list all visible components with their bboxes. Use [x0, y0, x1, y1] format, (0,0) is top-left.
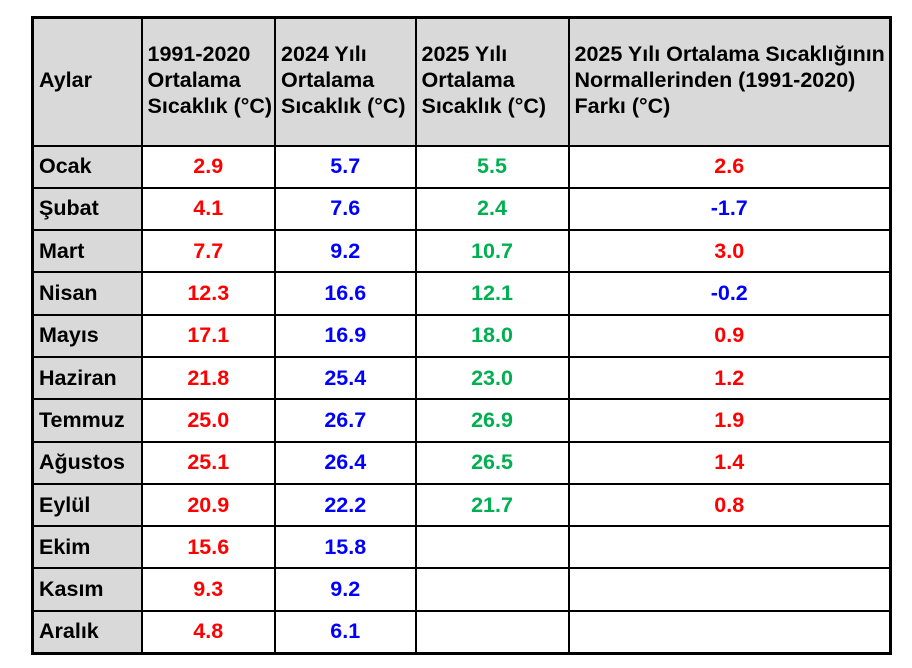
avg-1991-2020-cell: 7.7 [140, 229, 276, 274]
avg-2025-cell [414, 609, 570, 655]
table-row-ekim: Ekim 15.6 15.8 [31, 525, 892, 570]
diff-2025-cell: 0.9 [567, 313, 892, 358]
avg-2024-cell: 9.2 [274, 567, 417, 612]
avg-1991-2020-cell: 2.9 [140, 144, 276, 189]
avg-2024-cell: 26.4 [274, 440, 417, 485]
table-row-mart: Mart 7.7 9.2 10.7 3.0 [31, 229, 892, 274]
avg-2024-cell: 22.2 [274, 482, 417, 528]
diff-2025-cell [567, 525, 892, 570]
avg-2025-cell: 2.4 [414, 186, 570, 232]
table-row-kasım: Kasım 9.3 9.2 [31, 567, 892, 612]
avg-2025-cell [414, 525, 570, 570]
avg-2025-cell: 26.9 [414, 398, 570, 443]
avg-1991-2020-cell: 4.1 [140, 186, 276, 232]
avg-2024-cell: 16.9 [274, 313, 417, 358]
table-row-haziran: Haziran 21.8 25.4 23.0 1.2 [31, 355, 892, 401]
diff-2025-cell [567, 567, 892, 612]
avg-1991-2020-cell: 15.6 [140, 525, 276, 570]
table-header-row: Aylar 1991-2020 Ortalama Sıcaklık (°C) 2… [31, 16, 892, 147]
month-cell: Temmuz [31, 398, 143, 443]
avg-2024-cell: 26.7 [274, 398, 417, 443]
month-cell: Ekim [31, 525, 143, 570]
diff-2025-cell [567, 609, 892, 655]
diff-2025-cell: 1.4 [567, 440, 892, 485]
avg-2024-cell: 25.4 [274, 355, 417, 401]
diff-2025-cell: -1.7 [567, 186, 892, 232]
diff-2025-cell: 2.6 [567, 144, 892, 189]
table-body: Ocak 2.9 5.7 5.5 2.6 Şubat 4.1 7.6 2.4 -1.7 Mart 7.… [31, 144, 892, 655]
month-cell: Mart [31, 229, 143, 274]
diff-2025-cell: 1.2 [567, 355, 892, 401]
month-cell: Ocak [31, 144, 143, 189]
avg-1991-2020-cell: 25.1 [140, 440, 276, 485]
month-cell: Şubat [31, 186, 143, 232]
table-row-mayıs: Mayıs 17.1 16.9 18.0 0.9 [31, 313, 892, 358]
month-cell: Kasım [31, 567, 143, 612]
temperature-table: Aylar 1991-2020 Ortalama Sıcaklık (°C) 2… [31, 16, 892, 655]
avg-2025-cell: 10.7 [414, 229, 570, 274]
table-row-nisan: Nisan 12.3 16.6 12.1 -0.2 [31, 271, 892, 316]
column-header-avg-2024: 2024 Yılı Ortalama Sıcaklık (°C) [274, 16, 417, 147]
month-cell: Nisan [31, 271, 143, 316]
avg-2024-cell: 15.8 [274, 525, 417, 570]
month-cell: Ağustos [31, 440, 143, 485]
column-header-diff-2025: 2025 Yılı Ortalama Sıcaklığının Normalle… [567, 16, 892, 147]
avg-1991-2020-cell: 17.1 [140, 313, 276, 358]
avg-2024-cell: 6.1 [274, 609, 417, 655]
avg-2025-cell: 18.0 [414, 313, 570, 358]
diff-2025-cell: 3.0 [567, 229, 892, 274]
table-row-ağustos: Ağustos 25.1 26.4 26.5 1.4 [31, 440, 892, 485]
avg-2024-cell: 16.6 [274, 271, 417, 316]
avg-2024-cell: 7.6 [274, 186, 417, 232]
table-row-eylül: Eylül 20.9 22.2 21.7 0.8 [31, 482, 892, 528]
avg-1991-2020-cell: 9.3 [140, 567, 276, 612]
avg-1991-2020-cell: 12.3 [140, 271, 276, 316]
avg-2025-cell [414, 567, 570, 612]
month-cell: Haziran [31, 355, 143, 401]
diff-2025-cell: 0.8 [567, 482, 892, 528]
avg-2025-cell: 26.5 [414, 440, 570, 485]
table-row-şubat: Şubat 4.1 7.6 2.4 -1.7 [31, 186, 892, 232]
column-header-months: Aylar [31, 16, 143, 147]
avg-2025-cell: 12.1 [414, 271, 570, 316]
table-row-aralık: Aralık 4.8 6.1 [31, 609, 892, 655]
avg-2025-cell: 23.0 [414, 355, 570, 401]
month-cell: Mayıs [31, 313, 143, 358]
diff-2025-cell: -0.2 [567, 271, 892, 316]
avg-1991-2020-cell: 21.8 [140, 355, 276, 401]
avg-1991-2020-cell: 25.0 [140, 398, 276, 443]
diff-2025-cell: 1.9 [567, 398, 892, 443]
avg-2024-cell: 5.7 [274, 144, 417, 189]
avg-2024-cell: 9.2 [274, 229, 417, 274]
table-row-temmuz: Temmuz 25.0 26.7 26.9 1.9 [31, 398, 892, 443]
month-cell: Eylül [31, 482, 143, 528]
avg-1991-2020-cell: 20.9 [140, 482, 276, 528]
table-row-ocak: Ocak 2.9 5.7 5.5 2.6 [31, 144, 892, 189]
column-header-avg-2025: 2025 Yılı Ortalama Sıcaklık (°C) [414, 16, 570, 147]
avg-2025-cell: 5.5 [414, 144, 570, 189]
column-header-avg-1991-2020: 1991-2020 Ortalama Sıcaklık (°C) [140, 16, 276, 147]
avg-2025-cell: 21.7 [414, 482, 570, 528]
month-cell: Aralık [31, 609, 143, 655]
avg-1991-2020-cell: 4.8 [140, 609, 276, 655]
